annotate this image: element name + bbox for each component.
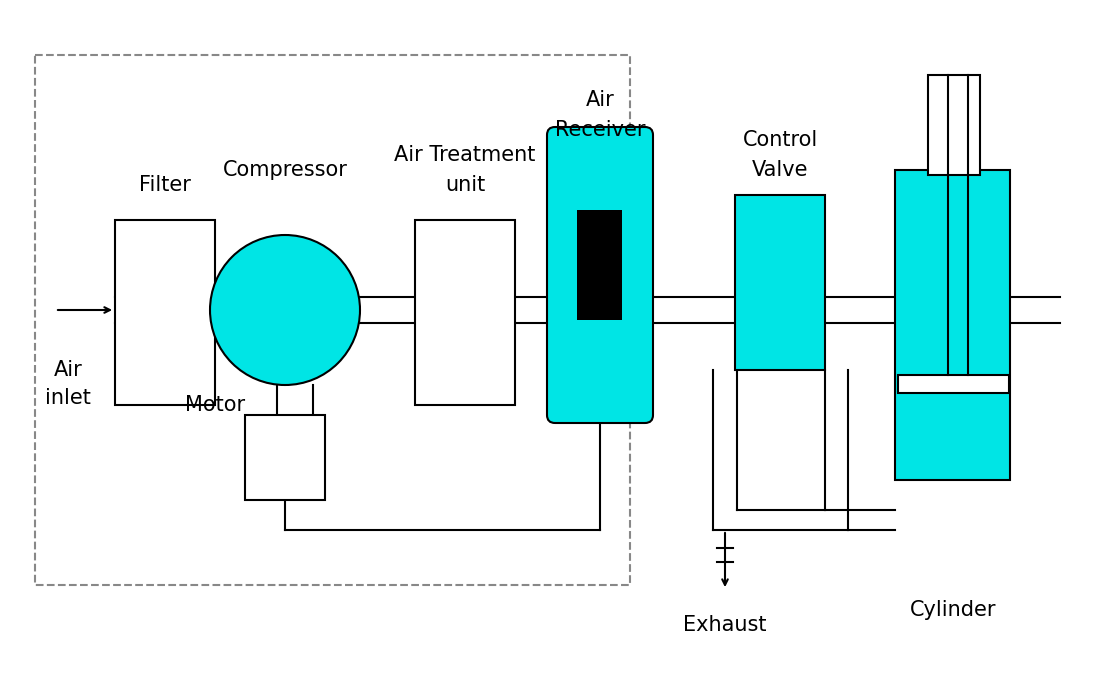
Text: unit: unit (444, 175, 485, 195)
Bar (116, 220, 214, 405)
Text: Exhaust: Exhaust (683, 615, 767, 635)
Text: inlet: inlet (45, 388, 91, 408)
Text: Air Treatment: Air Treatment (394, 145, 536, 165)
Circle shape (210, 235, 360, 385)
Text: Air: Air (585, 90, 615, 110)
Text: Motor: Motor (185, 395, 245, 415)
Bar (415, 220, 515, 405)
Text: Receiver: Receiver (554, 120, 646, 140)
Text: Valve: Valve (751, 160, 808, 180)
Text: Control: Control (742, 130, 817, 150)
Bar (898, 375, 1009, 393)
Bar (928, 75, 980, 175)
Bar (578, 210, 621, 320)
Text: Filter: Filter (139, 175, 191, 195)
Text: Cylinder: Cylinder (910, 600, 997, 620)
Bar (895, 170, 1010, 480)
Text: Compressor: Compressor (222, 160, 348, 180)
Bar (35, 55, 630, 585)
Bar (245, 415, 324, 500)
Text: Air: Air (54, 360, 82, 380)
Bar (735, 195, 825, 370)
FancyBboxPatch shape (547, 127, 653, 423)
